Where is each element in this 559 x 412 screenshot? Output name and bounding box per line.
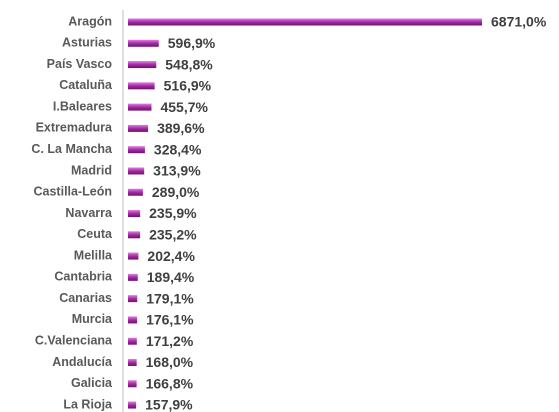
bar [128,358,137,366]
bar [128,210,141,218]
bar [128,146,145,154]
category-label: Ceuta [77,227,113,241]
category-label: C. La Mancha [31,142,113,156]
bar [128,82,155,90]
bar [128,380,137,388]
bar [128,39,159,47]
category-label: Asturias [62,36,112,50]
value-label: 516,9% [164,78,212,94]
value-label: 389,6% [157,120,205,136]
bar [128,273,138,281]
value-label: 202,4% [147,248,195,264]
value-label: 313,9% [153,163,201,179]
bar [128,252,139,260]
bar [128,18,482,26]
value-label: 179,1% [146,290,194,306]
category-label: Cataluña [59,78,113,92]
value-label: 6871,0% [491,14,547,30]
bar [128,231,141,239]
value-label: 235,2% [149,227,197,243]
category-label: I.Baleares [53,99,112,113]
value-label: 328,4% [154,141,202,157]
bar [128,124,149,132]
category-label: Melilla [74,248,113,262]
category-label: Castilla-León [34,185,113,199]
value-label: 289,0% [152,184,200,200]
category-label: Andalucía [52,355,113,369]
value-label: 157,9% [145,397,193,412]
value-label: 596,9% [168,35,216,51]
value-label: 189,4% [147,269,195,285]
bar [128,401,137,409]
value-label: 455,7% [160,99,208,115]
category-label: País Vasco [47,57,113,71]
value-label: 171,2% [146,333,194,349]
category-label: C.Valenciana [35,333,113,347]
category-label: Canarias [59,291,112,305]
category-label: Cantabria [54,270,113,284]
bar [128,337,137,345]
bar [128,316,138,324]
category-label: Murcia [72,312,113,326]
value-label: 176,1% [146,312,194,328]
value-label: 166,8% [146,375,194,391]
bar [128,295,138,303]
category-label: Aragón [68,14,112,28]
value-label: 548,8% [165,56,213,72]
value-label: 235,9% [149,205,197,221]
bar [128,61,157,69]
category-label: Galicia [71,376,113,390]
category-label: La Rioja [63,397,113,411]
bar [128,103,152,111]
bar [128,188,143,196]
category-label: Madrid [71,163,112,177]
bar [128,167,145,175]
category-label: Extremadura [36,121,113,135]
category-label: Navarra [65,206,113,220]
value-label: 168,0% [146,354,194,370]
